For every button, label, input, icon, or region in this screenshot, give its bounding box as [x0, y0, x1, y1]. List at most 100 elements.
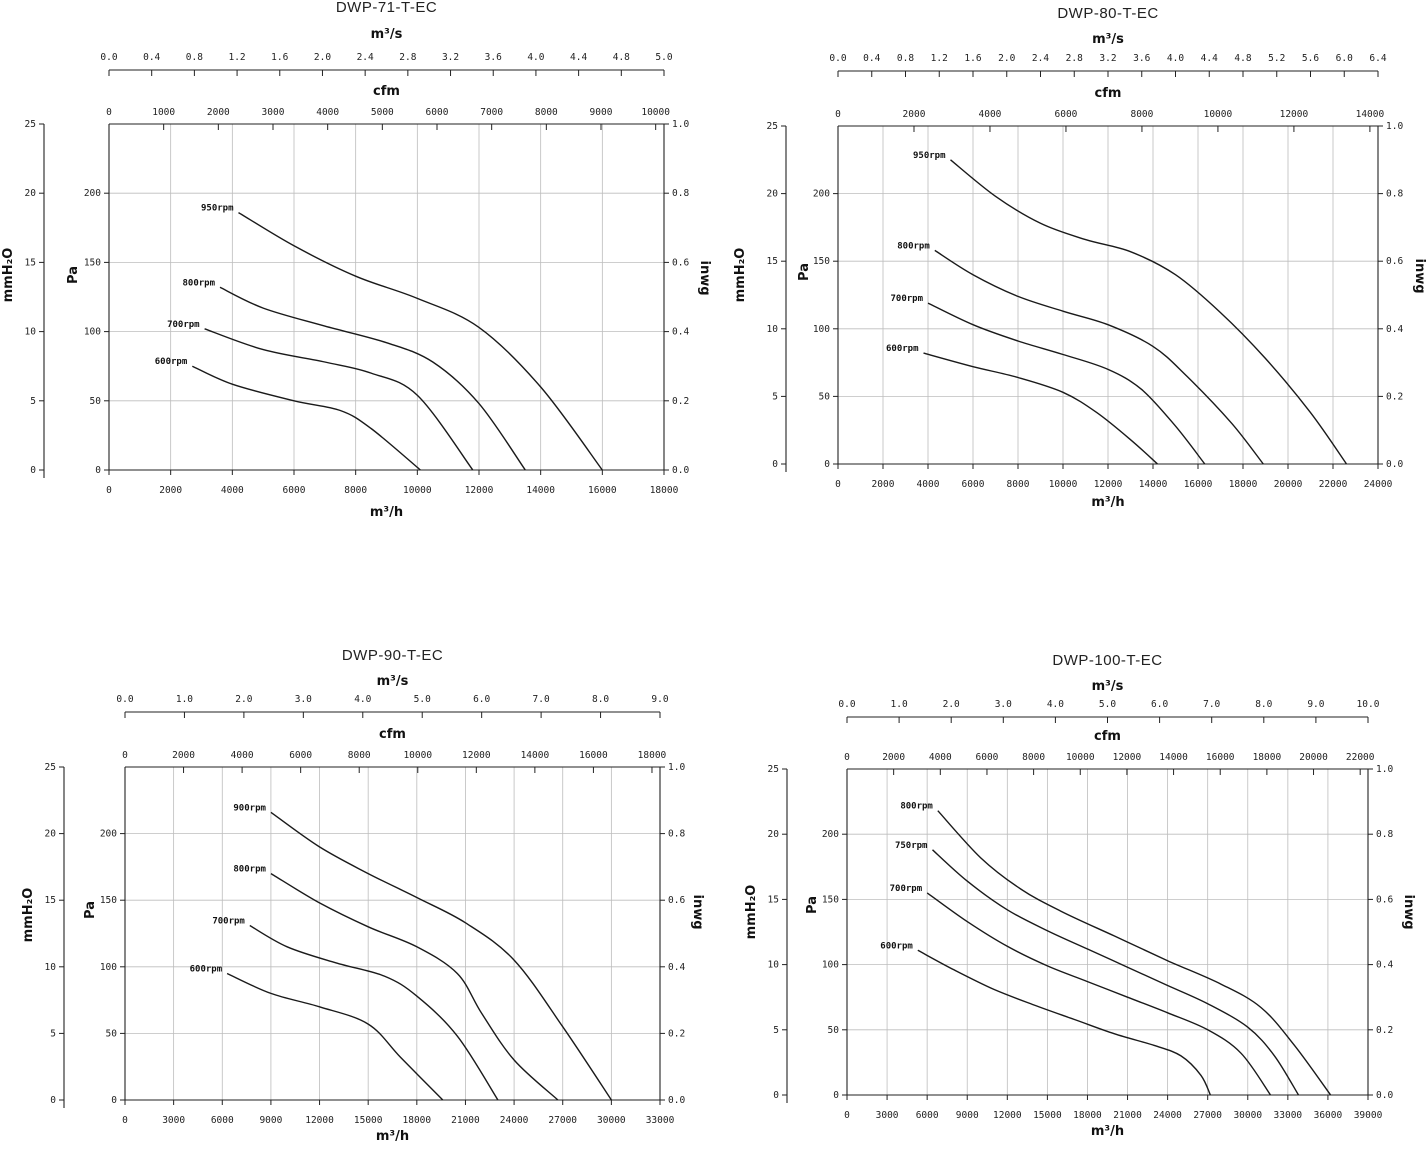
cfm-tick-label: 16000 [1206, 752, 1235, 763]
inwg-tick-label: 0.2 [1386, 391, 1403, 402]
curve-600rpm [226, 972, 444, 1101]
curve-700rpm [204, 328, 474, 471]
pa-tick-label: 50 [819, 391, 831, 402]
chart-panel-2: DWP-80-T-EC0 2000 4000 6000 8000 10000 12000 14… [733, 5, 1427, 510]
mmh2o-tick-label: 5 [30, 396, 36, 407]
x-tick-label: 6000 [962, 479, 985, 490]
mmh2o-tick-label: 0 [50, 1095, 56, 1106]
cfm-tick-label: 0 [106, 107, 112, 118]
mmh2o-tick-label: 5 [50, 1028, 56, 1039]
mps-tick-label: 6.0 [1151, 699, 1168, 710]
cfm-tick-label: 10000 [403, 750, 432, 761]
mmh2o-tick-label: 15 [768, 894, 779, 905]
cfm-tick-label: 18000 [1253, 752, 1282, 763]
cfm-tick-label: 1000 [152, 107, 175, 118]
x-tick-label: 0 [835, 479, 841, 490]
x-tick-label: 3000 [162, 1115, 185, 1126]
mps-tick-label: 0.0 [100, 52, 117, 63]
x-tick-label: 18000 [1229, 479, 1258, 490]
inwg-tick-label: 0.4 [1386, 324, 1403, 335]
curve-label-800rpm: 800rpm [182, 278, 215, 288]
x-tick-label: 33000 [1274, 1110, 1303, 1121]
x-tick-label: 15000 [354, 1115, 383, 1126]
cfm-tick-label: 8000 [1130, 109, 1153, 120]
cfm-tick-label: 8000 [535, 107, 558, 118]
cfm-tick-label: 9000 [590, 107, 613, 118]
cfm-tick-label: 0 [844, 752, 850, 763]
inwg-axis-label: inwg [690, 894, 705, 929]
pa-tick-label: 50 [90, 396, 102, 407]
mmh2o-tick-label: 10 [767, 324, 779, 335]
cfm-tick-label: 8000 [1022, 752, 1045, 763]
curve-600rpm [923, 352, 1158, 465]
pa-tick-label: 200 [822, 829, 839, 840]
x-tick-label: 12000 [465, 485, 494, 496]
mmh2o-tick-label: 25 [45, 762, 56, 773]
inwg-tick-label: 0.8 [1376, 829, 1393, 840]
mmh2o-tick-label: 10 [25, 327, 37, 338]
curve-label-800rpm: 800rpm [900, 802, 933, 812]
mmh2o-tick-label: 0 [772, 459, 778, 470]
x-tick-label: 12000 [305, 1115, 334, 1126]
mmh2o-tick-label: 10 [45, 962, 57, 973]
chart-title: DWP-100-T-EC [1052, 652, 1162, 669]
x-tick-label: 24000 [1153, 1110, 1182, 1121]
mps-tick-label: 9.0 [1307, 699, 1324, 710]
x-tick-label: 30000 [1233, 1110, 1262, 1121]
mmh2o-tick-label: 5 [772, 391, 778, 402]
mps-tick-label: 10.0 [1357, 699, 1380, 710]
pa-tick-label: 150 [100, 895, 117, 906]
x-tick-label: 8000 [344, 485, 367, 496]
inwg-tick-label: 0.6 [1376, 894, 1393, 905]
x-axis-label: m³/h [1091, 495, 1124, 510]
x-tick-label: 33000 [646, 1115, 675, 1126]
x-tick-label: 0 [106, 485, 112, 496]
x-tick-label: 10000 [1049, 479, 1078, 490]
x-tick-label: 21000 [451, 1115, 480, 1126]
curve-label-700rpm: 700rpm [890, 884, 923, 894]
cfm-tick-label: 14000 [521, 750, 550, 761]
cfm-axis-label: cfm [1094, 729, 1121, 744]
mmh2o-tick-label: 20 [767, 189, 779, 200]
cfm-tick-label: 16000 [579, 750, 608, 761]
mps-tick-label: 4.0 [527, 52, 544, 63]
mmh2o-tick-label: 25 [768, 764, 779, 775]
mmh2o-axis-label: mmH₂O [21, 888, 36, 943]
pa-tick-label: 150 [84, 257, 101, 268]
inwg-axis-label: inwg [1401, 894, 1416, 929]
curve-label-800rpm: 800rpm [897, 241, 930, 251]
inwg-axis-label: inwg [697, 260, 712, 295]
x-tick-label: 4000 [221, 485, 244, 496]
mps-tick-label: 6.0 [473, 694, 490, 705]
inwg-tick-label: 1.0 [668, 762, 685, 773]
x-tick-label: 20000 [1274, 479, 1303, 490]
curve-600rpm [917, 949, 1212, 1096]
cfm-tick-label: 0 [835, 109, 841, 120]
mmh2o-axis-label: mmH₂O [1, 248, 16, 303]
cfm-tick-label: 10000 [1204, 109, 1233, 120]
mps-axis-label: m³/s [377, 674, 409, 689]
mps-tick-label: 2.4 [1032, 53, 1049, 64]
pa-tick-label: 0 [833, 1090, 839, 1101]
mps-tick-label: 5.0 [655, 52, 672, 63]
mps-axis-label: m³/s [1092, 679, 1124, 694]
mps-tick-label: 1.6 [964, 53, 981, 64]
inwg-axis-label: inwg [1412, 258, 1427, 293]
curve-label-600rpm: 600rpm [886, 344, 919, 354]
mps-tick-label: 4.8 [1234, 53, 1251, 64]
cfm-tick-label: 12000 [462, 750, 491, 761]
inwg-tick-label: 0.4 [672, 327, 689, 338]
pa-tick-label: 100 [100, 962, 117, 973]
x-axis-label: m³/h [1091, 1124, 1124, 1139]
x-tick-label: 24000 [500, 1115, 529, 1126]
mps-tick-label: 3.2 [1099, 53, 1116, 64]
pa-axis-label: Pa [805, 896, 820, 914]
cfm-tick-label: 2000 [882, 752, 905, 763]
curve-950rpm [238, 211, 603, 471]
mps-tick-label: 0.8 [897, 53, 914, 64]
chart-panel-1: DWP-71-T-EC0 2000 4000 6000 8000 10000 12000 14… [1, 0, 712, 520]
mmh2o-axis-label: mmH₂O [744, 885, 759, 940]
inwg-tick-label: 1.0 [1386, 121, 1403, 132]
mps-tick-label: 3.0 [295, 694, 312, 705]
